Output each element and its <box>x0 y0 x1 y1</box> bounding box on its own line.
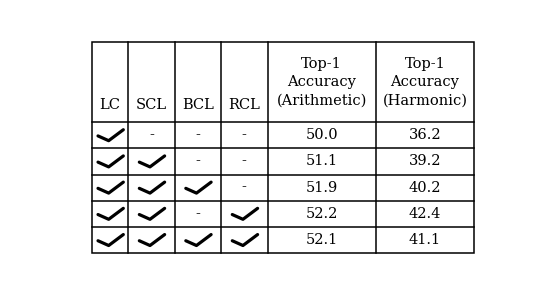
Text: SCL: SCL <box>136 98 167 112</box>
Text: Top-1
Accuracy
(Arithmetic): Top-1 Accuracy (Arithmetic) <box>277 57 367 107</box>
Text: 36.2: 36.2 <box>409 128 441 142</box>
Text: 52.2: 52.2 <box>306 207 338 221</box>
Text: -: - <box>242 128 247 142</box>
Text: BCL: BCL <box>182 98 214 112</box>
Text: 52.1: 52.1 <box>306 233 338 247</box>
Text: 51.9: 51.9 <box>306 181 338 194</box>
Text: 50.0: 50.0 <box>306 128 338 142</box>
Text: Top-1
Accuracy
(Harmonic): Top-1 Accuracy (Harmonic) <box>383 57 467 107</box>
Text: 51.1: 51.1 <box>306 154 338 168</box>
Text: 41.1: 41.1 <box>409 233 441 247</box>
Text: RCL: RCL <box>228 98 260 112</box>
Text: -: - <box>242 181 247 194</box>
Text: -: - <box>242 154 247 168</box>
Text: LC: LC <box>100 98 121 112</box>
Text: -: - <box>195 154 200 168</box>
Text: 40.2: 40.2 <box>409 181 441 194</box>
Text: -: - <box>195 207 200 221</box>
Text: -: - <box>195 128 200 142</box>
Text: 39.2: 39.2 <box>409 154 441 168</box>
Text: 42.4: 42.4 <box>409 207 441 221</box>
Text: -: - <box>149 128 154 142</box>
